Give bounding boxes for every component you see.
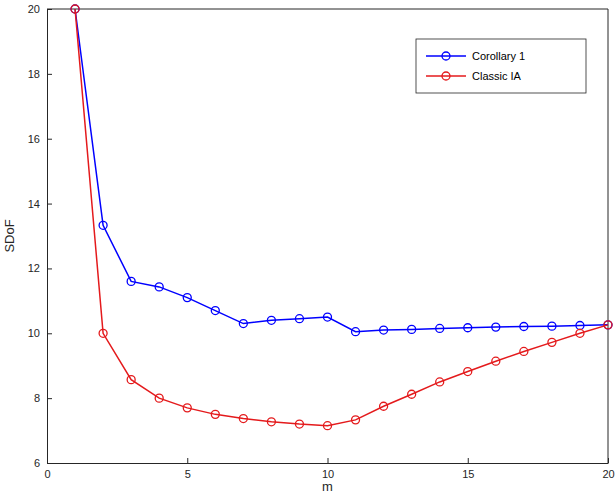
marker xyxy=(520,322,528,330)
tick: 10 xyxy=(322,458,334,480)
marker xyxy=(99,329,107,337)
tick-label: 8 xyxy=(34,392,40,404)
tick-label: 6 xyxy=(34,457,40,469)
tick-mark xyxy=(47,333,52,334)
marker xyxy=(464,368,472,376)
tick-mark xyxy=(328,458,329,463)
tick-label: 0 xyxy=(44,468,50,480)
tick-mark xyxy=(47,268,52,269)
marker xyxy=(71,5,79,13)
tick-mark xyxy=(187,458,188,463)
marker xyxy=(604,321,612,329)
marker xyxy=(576,329,584,337)
tick-label: 16 xyxy=(28,133,40,145)
tick: 15 xyxy=(462,458,474,480)
plot: 0 5 10 15 20 6 8 10 12 14 16 18 20 Corollary 1 Classic… xyxy=(28,3,615,480)
tick-label: 10 xyxy=(322,468,334,480)
tick-mark xyxy=(47,74,52,75)
tick: 12 xyxy=(28,262,52,274)
marker xyxy=(267,418,275,426)
marker xyxy=(211,307,219,315)
tick-mark xyxy=(47,398,52,399)
series-line xyxy=(75,9,608,426)
legend-marker xyxy=(442,52,450,60)
y-axis-title: SDoF xyxy=(2,219,17,252)
tick: 16 xyxy=(28,133,52,145)
legend: Corollary 1 Classic IA xyxy=(416,39,586,93)
marker xyxy=(183,294,191,302)
marker xyxy=(211,410,219,418)
series-line xyxy=(75,9,608,332)
tick: 18 xyxy=(28,68,52,80)
frame-top xyxy=(47,9,608,10)
tick-mark xyxy=(47,204,52,205)
tick-label: 20 xyxy=(28,3,40,15)
legend-label: Corollary 1 xyxy=(472,50,525,62)
marker xyxy=(127,376,135,384)
tick-label: 15 xyxy=(462,468,474,480)
legend-line xyxy=(426,55,466,57)
tick-mark xyxy=(468,458,469,463)
marker xyxy=(408,390,416,398)
tick-label: 20 xyxy=(602,468,614,480)
axis-line xyxy=(47,10,48,464)
frame-right xyxy=(608,9,609,463)
marker xyxy=(492,323,500,331)
marker xyxy=(295,315,303,323)
y-axis: 6 8 10 12 14 16 18 20 xyxy=(28,3,52,469)
tick-label: 18 xyxy=(28,68,40,80)
marker xyxy=(295,420,303,428)
marker xyxy=(352,416,360,424)
legend-line xyxy=(426,75,466,77)
marker xyxy=(520,347,528,355)
legend-label: Classic IA xyxy=(472,70,522,82)
tick: 8 xyxy=(34,392,52,404)
marker xyxy=(239,415,247,423)
tick: 5 xyxy=(185,458,191,480)
axis-line xyxy=(48,463,609,464)
marker xyxy=(436,324,444,332)
tick-label: 12 xyxy=(28,262,40,274)
marker xyxy=(548,322,556,330)
marker xyxy=(183,404,191,412)
tick-mark xyxy=(47,463,52,464)
data-layer xyxy=(71,5,612,430)
marker xyxy=(436,378,444,386)
tick: 6 xyxy=(34,457,52,469)
marker xyxy=(99,221,107,229)
x-axis-title: m xyxy=(322,479,333,494)
tick: 14 xyxy=(28,198,52,210)
marker xyxy=(155,394,163,402)
marker xyxy=(380,402,388,410)
marker xyxy=(155,283,163,291)
tick-mark xyxy=(47,139,52,140)
marker xyxy=(408,325,416,333)
marker xyxy=(324,422,332,430)
marker xyxy=(239,320,247,328)
tick-label: 14 xyxy=(28,198,40,210)
tick-label: 10 xyxy=(28,327,40,339)
marker xyxy=(380,326,388,334)
marker xyxy=(464,324,472,332)
legend-marker xyxy=(442,72,450,80)
marker xyxy=(352,328,360,336)
marker xyxy=(576,322,584,330)
marker xyxy=(548,338,556,346)
legend-box xyxy=(416,39,586,93)
marker xyxy=(267,316,275,324)
marker xyxy=(324,313,332,321)
tick: 10 xyxy=(28,327,52,339)
marker xyxy=(492,357,500,365)
tick-label: 5 xyxy=(185,468,191,480)
plot-background xyxy=(47,9,608,463)
x-axis: 0 5 10 15 20 xyxy=(44,458,614,480)
marker xyxy=(127,277,135,285)
chart: 0 5 10 15 20 6 8 10 12 14 16 18 20 Corollary 1 Classic… xyxy=(0,0,616,496)
